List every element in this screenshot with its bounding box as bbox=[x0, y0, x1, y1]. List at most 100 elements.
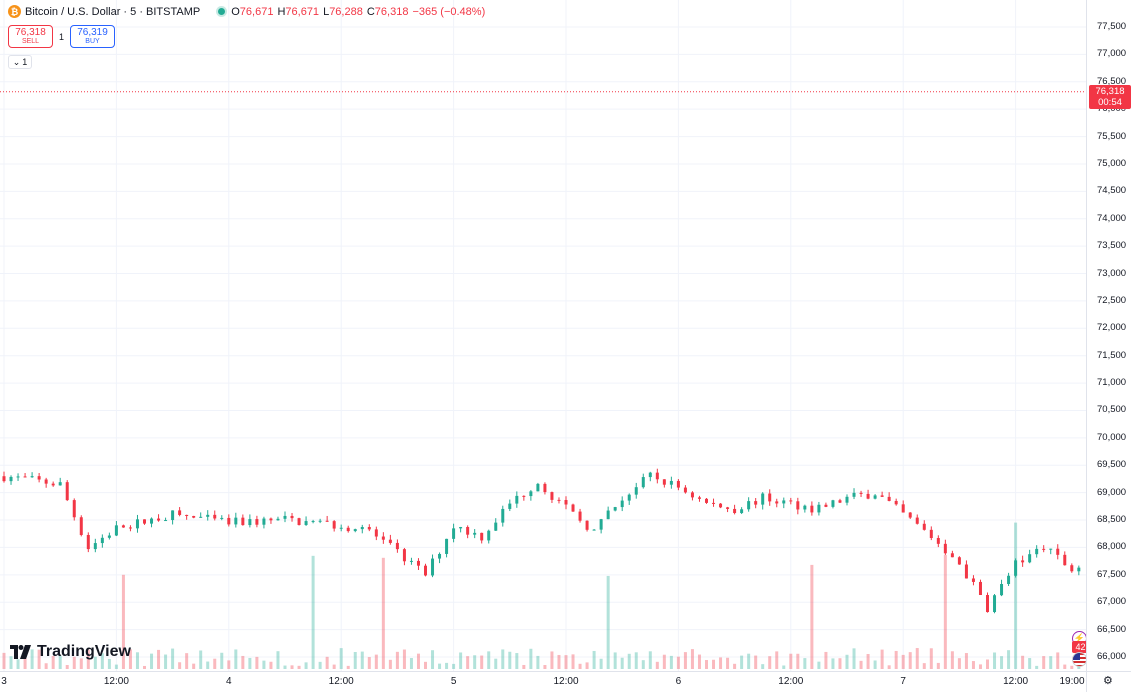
candle-down bbox=[388, 539, 392, 543]
price-tick-label: 71,000 bbox=[1097, 377, 1127, 389]
volume-bar bbox=[613, 652, 617, 669]
volume-bar bbox=[838, 658, 842, 669]
candle-down bbox=[367, 527, 371, 530]
price-tick-label: 71,500 bbox=[1097, 349, 1127, 361]
volume-bar bbox=[1070, 665, 1074, 669]
candle-down bbox=[690, 492, 694, 498]
candle-up bbox=[1014, 560, 1018, 576]
candle-up bbox=[100, 537, 104, 544]
volume-bar bbox=[726, 657, 730, 669]
candle-down bbox=[564, 499, 568, 505]
candle-up bbox=[206, 514, 210, 517]
volume-bar bbox=[402, 649, 406, 669]
volume-bar bbox=[796, 653, 800, 669]
candle-up bbox=[1077, 567, 1081, 572]
volume-bar bbox=[480, 655, 484, 669]
volume-bar bbox=[473, 655, 477, 669]
price-tick-label: 74,000 bbox=[1097, 212, 1127, 224]
volume-bar bbox=[297, 665, 301, 669]
candle-down bbox=[754, 501, 758, 505]
candle-down bbox=[269, 518, 273, 521]
candle-down bbox=[712, 502, 716, 504]
ohlc-close-key: C bbox=[366, 5, 375, 18]
volume-bar bbox=[367, 657, 371, 669]
chart-pane[interactable]: ₿ Bitcoin / U.S. Dollar · 5 · BITSTAMP O… bbox=[0, 0, 1086, 671]
candle-down bbox=[775, 501, 779, 504]
volume-bar bbox=[262, 660, 266, 669]
tradingview-logo[interactable]: TradingView bbox=[10, 643, 131, 661]
candle-down bbox=[726, 507, 730, 509]
candle-up bbox=[599, 519, 603, 530]
candle-up bbox=[199, 516, 203, 518]
volume-bar bbox=[768, 656, 772, 669]
volume-bar bbox=[1021, 655, 1025, 669]
gear-icon[interactable]: ⚙ bbox=[1103, 675, 1113, 687]
volume-bar bbox=[676, 656, 680, 669]
candle-down bbox=[157, 518, 161, 521]
market-status-icon[interactable] bbox=[218, 8, 226, 15]
volume-bar bbox=[318, 661, 322, 669]
volume-bar bbox=[346, 665, 350, 669]
candle-down bbox=[859, 492, 863, 494]
candle-down bbox=[901, 504, 905, 513]
volume-bar bbox=[220, 652, 224, 669]
candle-down bbox=[1021, 560, 1025, 563]
volume-bar bbox=[23, 657, 27, 669]
candle-down bbox=[789, 500, 793, 502]
candle-up bbox=[782, 500, 786, 504]
volume-bar bbox=[957, 658, 961, 669]
volume-bar bbox=[648, 651, 652, 669]
time-axis[interactable]: 3 12:00 4 12:00 5 12:00 6 12:00 7 12:00 19:00 bbox=[0, 671, 1086, 692]
candle-up bbox=[304, 521, 308, 526]
sell-button[interactable]: 76,318 SELL bbox=[8, 25, 53, 48]
price-axis[interactable]: 77,50077,00076,50076,00075,50075,00074,5… bbox=[1086, 0, 1131, 671]
volume-bar bbox=[416, 653, 420, 669]
chevron-down-icon: ⌄ bbox=[12, 56, 21, 67]
candle-up bbox=[761, 493, 765, 505]
candle-down bbox=[1063, 554, 1067, 566]
us-flag-icon[interactable] bbox=[1072, 652, 1086, 667]
buy-button[interactable]: 76,319 BUY bbox=[70, 25, 115, 48]
trade-panel: 76,318 SELL 1 76,319 BUY bbox=[8, 25, 115, 48]
volume-bar bbox=[669, 655, 673, 669]
buy-price: 76,319 bbox=[77, 26, 108, 38]
candle-down bbox=[683, 487, 687, 493]
candle-down bbox=[213, 514, 217, 519]
collapse-indicators-button[interactable]: ⌄ 1 bbox=[8, 55, 32, 69]
symbol-title[interactable]: Bitcoin / U.S. Dollar · 5 · BITSTAMP bbox=[25, 5, 201, 18]
candle-down bbox=[880, 495, 884, 497]
volume-bar bbox=[452, 663, 456, 669]
volume-bar bbox=[740, 655, 744, 669]
candle-down bbox=[241, 517, 245, 526]
candle-up bbox=[669, 480, 673, 485]
volume-bar bbox=[353, 652, 357, 669]
volume-bar bbox=[395, 651, 399, 669]
candle-down bbox=[676, 480, 680, 488]
candle-down bbox=[810, 505, 814, 513]
candle-up bbox=[873, 495, 877, 499]
volume-bar bbox=[929, 648, 933, 669]
volume-bar bbox=[964, 653, 968, 669]
volume-bar bbox=[697, 654, 701, 669]
volume-bar bbox=[915, 648, 919, 669]
candle-down bbox=[185, 514, 189, 516]
volume-bar bbox=[599, 658, 603, 669]
candle-up bbox=[58, 482, 62, 486]
candle-up bbox=[494, 522, 498, 531]
price-chart[interactable] bbox=[0, 0, 1086, 671]
volume-bar bbox=[1007, 650, 1011, 669]
price-tick-label: 75,500 bbox=[1097, 130, 1127, 142]
volume-bar bbox=[2, 652, 6, 669]
candle-down bbox=[936, 538, 940, 544]
candle-down bbox=[192, 515, 196, 518]
candle-up bbox=[634, 487, 638, 495]
candle-up bbox=[114, 525, 118, 536]
price-tick-label: 72,000 bbox=[1097, 322, 1127, 334]
candle-down bbox=[255, 519, 259, 525]
chart-settings-corner[interactable]: ⚙ bbox=[1086, 671, 1131, 692]
price-tick-label: 68,500 bbox=[1097, 514, 1127, 526]
candle-up bbox=[445, 538, 449, 554]
volume-bar bbox=[107, 658, 111, 669]
volume-bar bbox=[733, 663, 737, 669]
volume-bar bbox=[424, 661, 427, 669]
